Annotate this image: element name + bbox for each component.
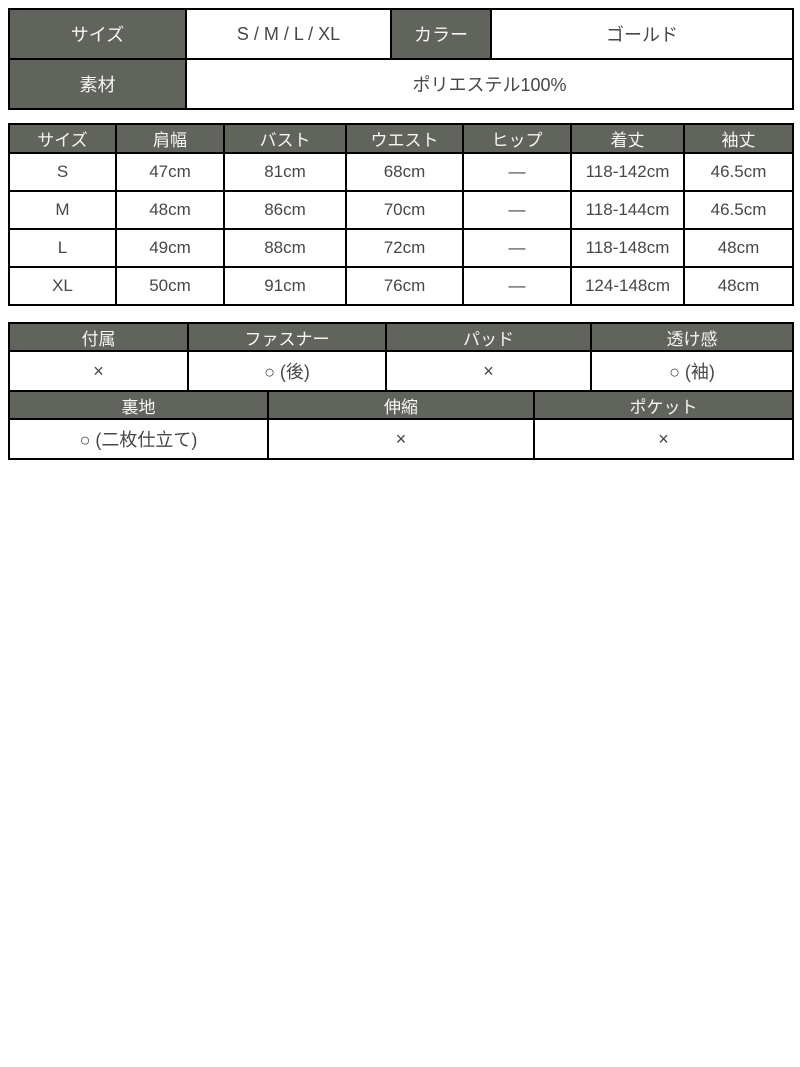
header-size: サイズ (8, 123, 117, 154)
cell-size: XL (8, 266, 117, 306)
header-sleeve-length: 袖丈 (683, 123, 794, 154)
cell-length: 124-148cm (570, 266, 685, 306)
cell-bust: 91cm (223, 266, 347, 306)
value-stretch: × (267, 418, 535, 460)
cell-waist: 68cm (345, 152, 464, 192)
size-row-m: M 48cm 86cm 70cm — 118-144cm 46.5cm (8, 190, 794, 230)
header-length: 着丈 (570, 123, 685, 154)
cell-hip: — (462, 228, 572, 268)
cell-waist: 76cm (345, 266, 464, 306)
features-b-value-row: ○ (二枚仕立て) × × (8, 418, 794, 460)
features-table-a: 付属 ファスナー パッド 透け感 × ○ (後) × ○ (袖) (8, 322, 794, 392)
cell-waist: 72cm (345, 228, 464, 268)
cell-hip: — (462, 152, 572, 192)
header-lining: 裏地 (8, 390, 269, 420)
info-row-size-color: サイズ S / M / L / XL カラー ゴールド (8, 8, 794, 60)
size-chart-table: サイズ 肩幅 バスト ウエスト ヒップ 着丈 袖丈 S 47cm 81cm 68… (8, 123, 794, 306)
cell-length: 118-142cm (570, 152, 685, 192)
product-spec-sheet: サイズ S / M / L / XL カラー ゴールド 素材 ポリエステル100… (0, 0, 800, 460)
features-a-value-row: × ○ (後) × ○ (袖) (8, 350, 794, 392)
product-info-table: サイズ S / M / L / XL カラー ゴールド 素材 ポリエステル100… (8, 8, 794, 110)
cell-size: L (8, 228, 117, 268)
cell-shoulder: 48cm (115, 190, 225, 230)
value-sheerness: ○ (袖) (590, 350, 794, 392)
value-accessories: × (8, 350, 189, 392)
cell-shoulder: 50cm (115, 266, 225, 306)
cell-bust: 86cm (223, 190, 347, 230)
cell-bust: 88cm (223, 228, 347, 268)
material-label: 素材 (8, 58, 187, 110)
cell-sleeve: 46.5cm (683, 152, 794, 192)
size-row-s: S 47cm 81cm 68cm — 118-142cm 46.5cm (8, 152, 794, 192)
features-b-header-row: 裏地 伸縮 ポケット (8, 390, 794, 420)
header-pocket: ポケット (533, 390, 794, 420)
header-shoulder-width: 肩幅 (115, 123, 225, 154)
info-row-material: 素材 ポリエステル100% (8, 58, 794, 110)
size-row-l: L 49cm 88cm 72cm — 118-148cm 48cm (8, 228, 794, 268)
features-table-b: 裏地 伸縮 ポケット ○ (二枚仕立て) × × (8, 390, 794, 460)
header-waist: ウエスト (345, 123, 464, 154)
cell-sleeve: 46.5cm (683, 190, 794, 230)
cell-waist: 70cm (345, 190, 464, 230)
cell-hip: — (462, 266, 572, 306)
header-hip: ヒップ (462, 123, 572, 154)
header-zipper: ファスナー (187, 322, 387, 352)
cell-size: S (8, 152, 117, 192)
color-value: ゴールド (490, 8, 794, 60)
value-zipper: ○ (後) (187, 350, 387, 392)
cell-length: 118-148cm (570, 228, 685, 268)
value-pad: × (385, 350, 592, 392)
cell-sleeve: 48cm (683, 266, 794, 306)
cell-bust: 81cm (223, 152, 347, 192)
cell-sleeve: 48cm (683, 228, 794, 268)
color-label: カラー (390, 8, 492, 60)
cell-size: M (8, 190, 117, 230)
size-label: サイズ (8, 8, 187, 60)
cell-shoulder: 49cm (115, 228, 225, 268)
cell-length: 118-144cm (570, 190, 685, 230)
material-value: ポリエステル100% (185, 58, 794, 110)
cell-shoulder: 47cm (115, 152, 225, 192)
value-pocket: × (533, 418, 794, 460)
header-pad: パッド (385, 322, 592, 352)
value-lining: ○ (二枚仕立て) (8, 418, 269, 460)
header-accessories: 付属 (8, 322, 189, 352)
header-bust: バスト (223, 123, 347, 154)
size-row-xl: XL 50cm 91cm 76cm — 124-148cm 48cm (8, 266, 794, 306)
header-stretch: 伸縮 (267, 390, 535, 420)
features-a-header-row: 付属 ファスナー パッド 透け感 (8, 322, 794, 352)
size-value: S / M / L / XL (185, 8, 392, 60)
header-sheerness: 透け感 (590, 322, 794, 352)
size-chart-header-row: サイズ 肩幅 バスト ウエスト ヒップ 着丈 袖丈 (8, 123, 794, 154)
cell-hip: — (462, 190, 572, 230)
